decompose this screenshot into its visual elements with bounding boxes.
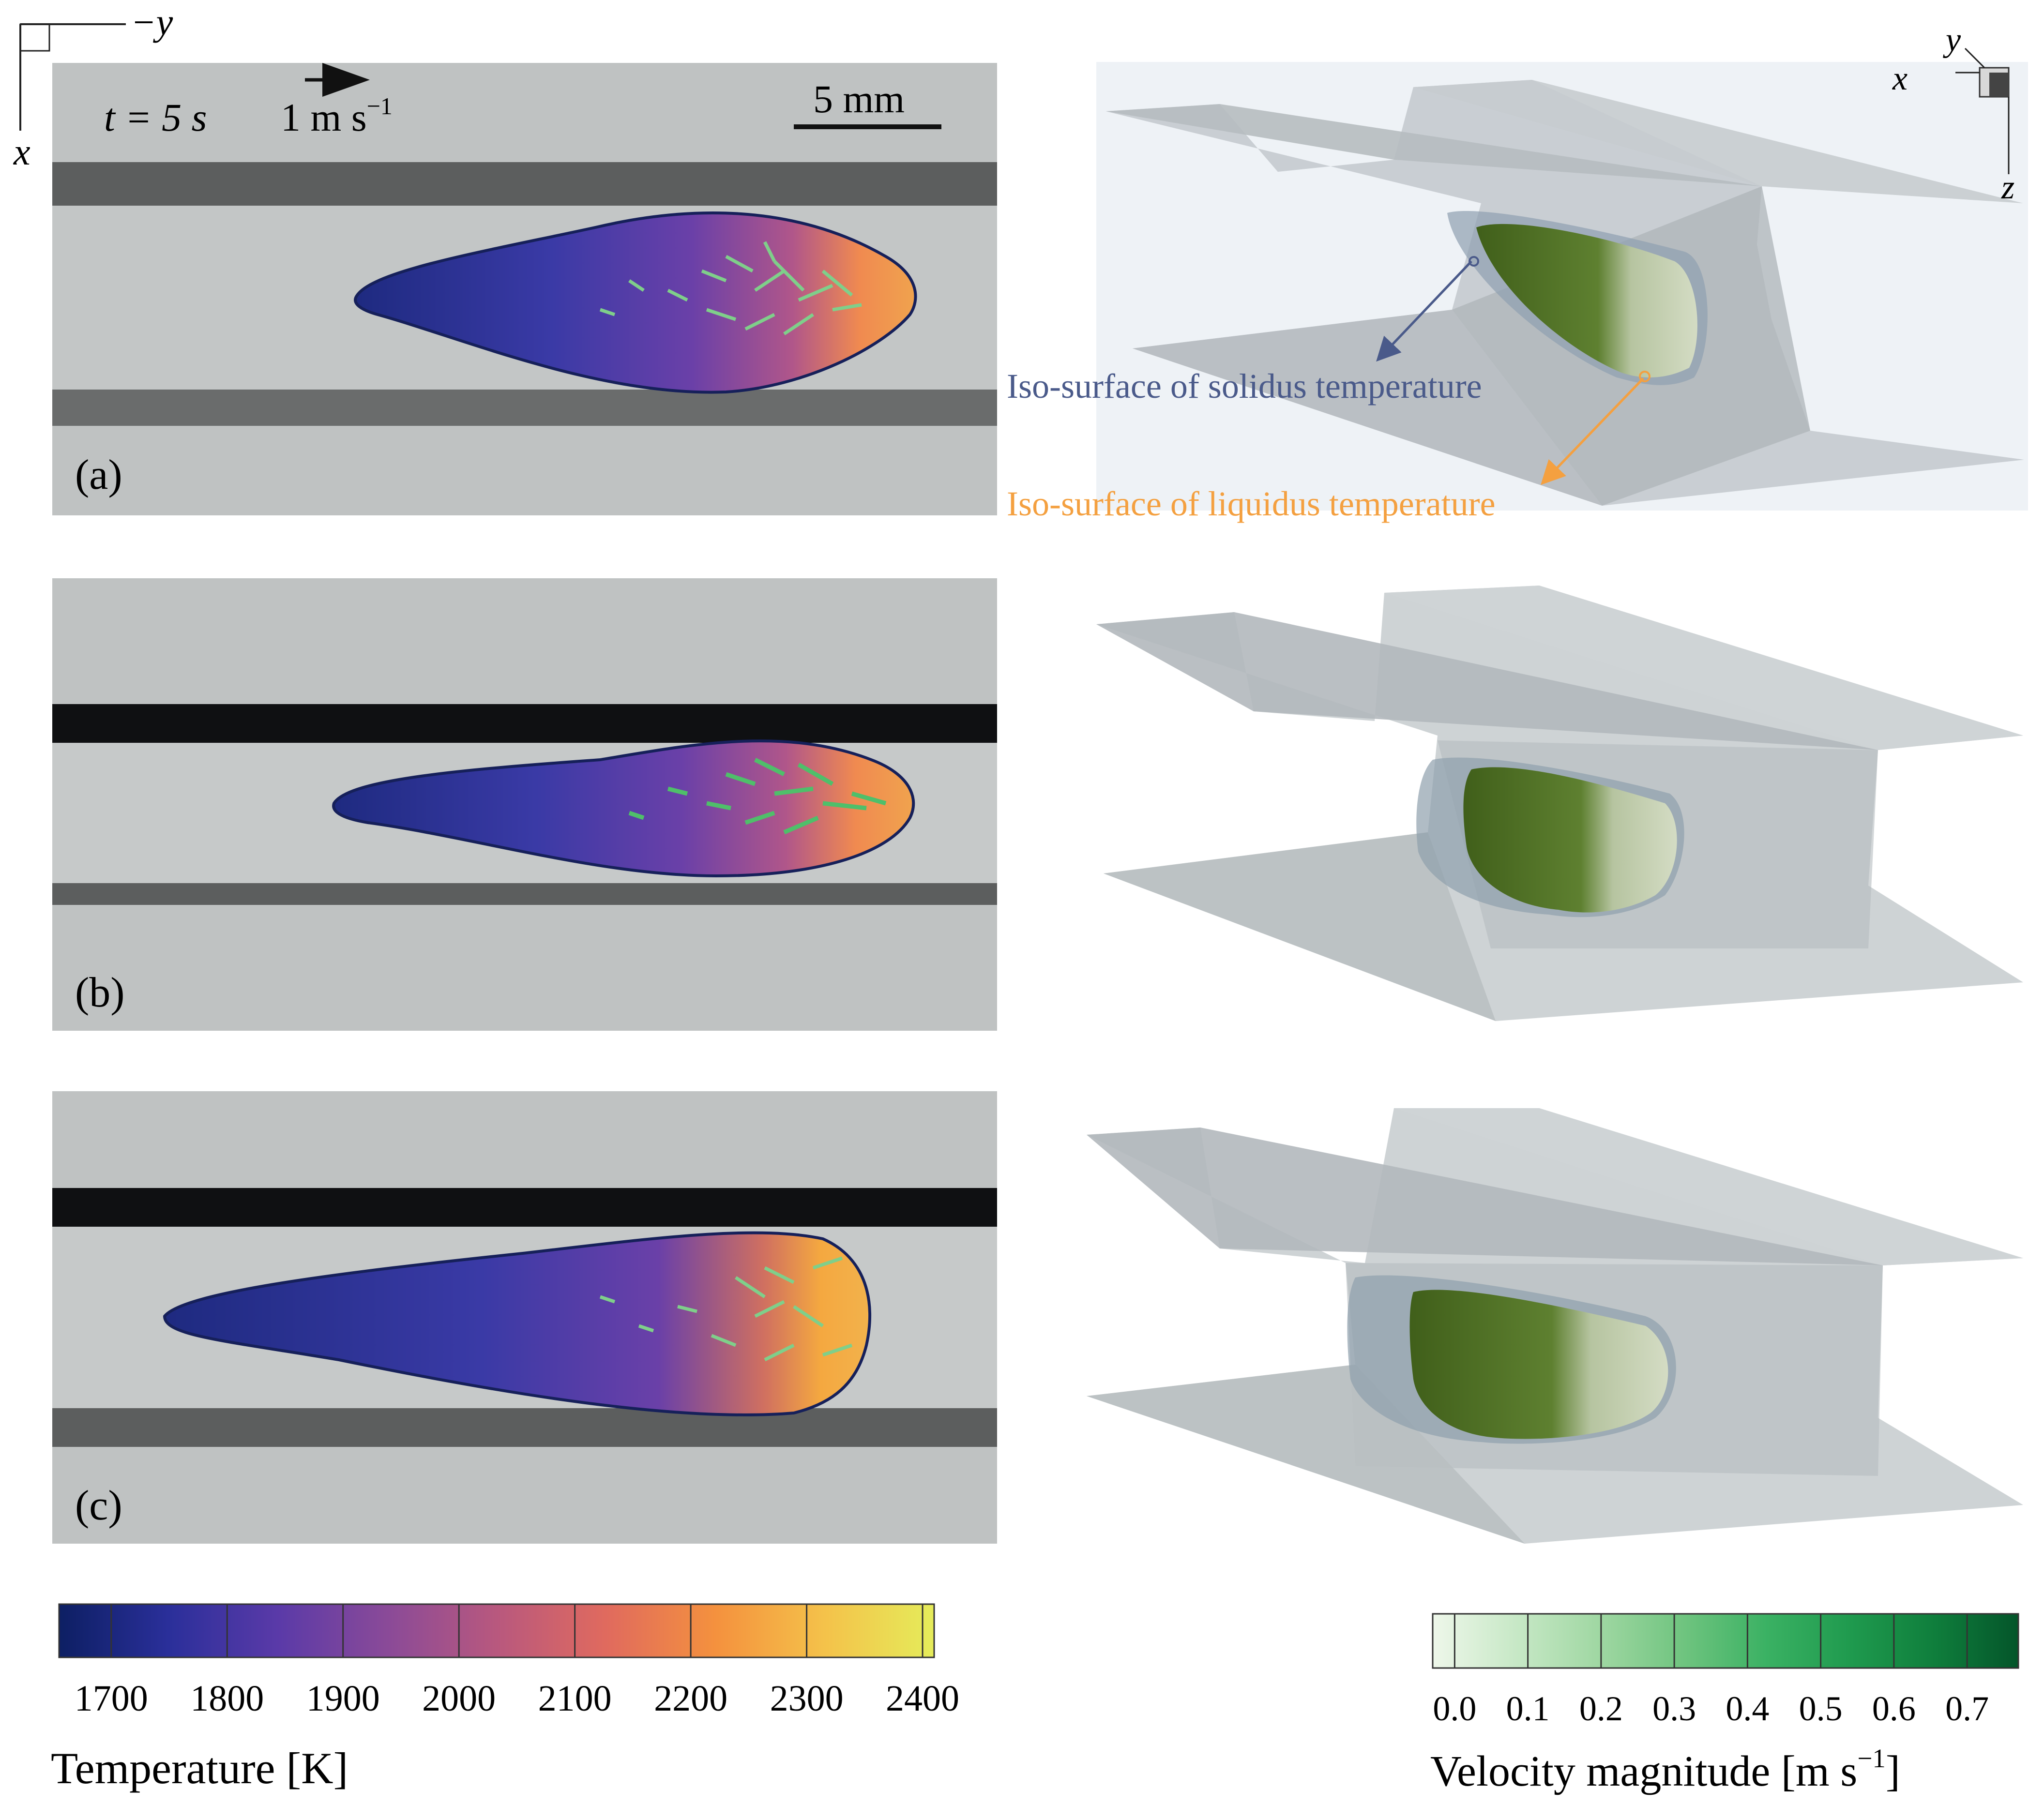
axis-triad-top-left: −y x	[13, 1, 173, 173]
colorbar-tick-label: 2000	[422, 1678, 496, 1719]
velocity-colorbar-title: Velocity magnitude [m s−1]	[1430, 1744, 1900, 1795]
colorbar-tick-label: 1800	[190, 1678, 264, 1719]
time-label: t = 5 s	[104, 95, 207, 139]
isosurface-annotations: Iso-surface of solidus temperature Iso-s…	[1007, 256, 1650, 523]
panel-b-3d-view	[1096, 586, 2023, 1021]
colorbar-tick-label: 0.4	[1726, 1689, 1769, 1728]
velocity-vectors-a	[599, 241, 862, 335]
panel-a-3d-view	[1096, 62, 2028, 511]
panel-a-top-view: t = 5 s 1 m s−1 5 mm (a)	[52, 63, 997, 515]
panel-c-top-view: (c)	[52, 1091, 997, 1544]
axis-label-z-3d: z	[2001, 169, 2014, 206]
panel-label-c: (c)	[75, 1482, 122, 1529]
temperature-colorbar: 1700 1800 1900 2000 2100 2200 2300 2400 Tempera…	[51, 1603, 959, 1793]
colorbar-tick-label: 0.2	[1579, 1689, 1623, 1728]
panel-label-a: (a)	[75, 451, 122, 498]
axis-label-x: x	[13, 131, 30, 173]
colorbar-tick-label: 0.7	[1945, 1689, 1989, 1728]
temperature-colorbar-fill	[58, 1603, 935, 1658]
colorbar-tick-label: 0.0	[1433, 1689, 1476, 1728]
axis-label-y-3d: y	[1943, 21, 1961, 59]
colorbar-tick-label: 2300	[770, 1678, 844, 1719]
velocity-vectors-c	[599, 1256, 853, 1362]
liquidus-label: Iso-surface of liquidus temperature	[1007, 484, 1496, 523]
colorbar-tick-label: 2100	[538, 1678, 612, 1719]
solidus-label: Iso-surface of solidus temperature	[1007, 367, 1482, 406]
panel-label-b: (b)	[75, 969, 125, 1016]
temperature-colorbar-title: Temperature [K]	[51, 1744, 348, 1793]
colorbar-tick-label: 2400	[886, 1678, 959, 1719]
liquidus-surface-c	[1409, 1290, 1668, 1439]
colorbar-tick-label: 0.3	[1652, 1689, 1696, 1728]
melt-pool-c	[163, 1231, 872, 1416]
axis-label-minus-y: −y	[131, 1, 173, 43]
panel-c-3d-view	[1087, 1108, 2023, 1544]
velocity-reference-label: 1 m s−1	[281, 92, 393, 139]
velocity-colorbar-fill	[1432, 1613, 2019, 1669]
colorbar-tick-label: 0.6	[1872, 1689, 1916, 1728]
axis-label-x-3d: x	[1892, 60, 1908, 97]
colorbar-tick-label: 1900	[306, 1678, 380, 1719]
colorbar-tick-label: 1700	[75, 1678, 148, 1719]
axis-triad-top-right: y x z	[1892, 21, 2014, 206]
liquidus-surface-a	[1476, 224, 1697, 377]
velocity-colorbar: 0.0 0.1 0.2 0.3 0.4 0.5 0.6 0.7 Velocity magnit…	[1430, 1613, 2019, 1795]
colorbar-tick-label: 0.1	[1506, 1689, 1550, 1728]
velocity-vectors-b	[628, 757, 887, 835]
temperature-colorbar-ticks: 1700 1800 1900 2000 2100 2200 2300 2400	[75, 1604, 959, 1719]
melt-pool-a	[354, 211, 917, 394]
melt-pool-b	[332, 739, 915, 878]
liquidus-surface-b	[1463, 767, 1677, 913]
panel-b-top-view: (b)	[52, 578, 997, 1031]
colorbar-tick-label: 2200	[654, 1678, 727, 1719]
colorbar-tick-label: 0.5	[1799, 1689, 1843, 1728]
scale-bar-label: 5 mm	[813, 77, 905, 121]
velocity-colorbar-ticks: 0.0 0.1 0.2 0.3 0.4 0.5 0.6 0.7	[1433, 1614, 1989, 1728]
